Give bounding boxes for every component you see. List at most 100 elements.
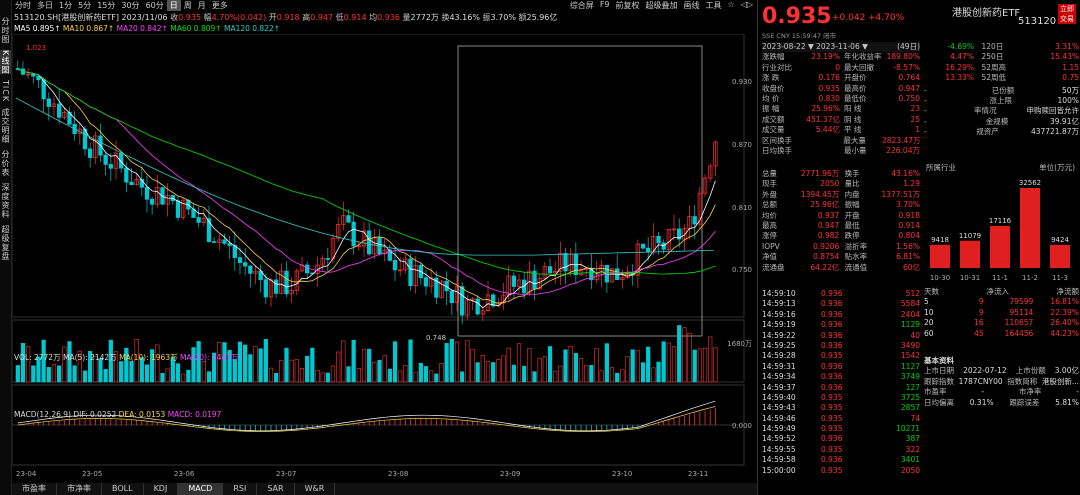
volume-bar: [227, 349, 232, 383]
period-tab-2[interactable]: 1分: [59, 1, 73, 10]
volume-bar: [170, 356, 175, 383]
volume-bar: [113, 351, 119, 383]
volume-bar: [15, 365, 20, 383]
interval-stat-row: 日均换手 最小量 226.04万: [762, 145, 920, 155]
volume-bar: [470, 348, 475, 383]
candle-body: [31, 73, 36, 77]
dea-line: [17, 406, 716, 432]
candle-body: [201, 218, 206, 223]
fund-row: - 金规模 39.91亿: [924, 116, 1079, 126]
left-tab-5[interactable]: 深度资料: [1, 183, 10, 220]
last-price: 0.935: [762, 4, 832, 29]
tool-button-0[interactable]: 综合屏: [569, 1, 594, 10]
period-tab-10[interactable]: 更多: [211, 1, 228, 10]
net-flow-bar: [1050, 244, 1070, 268]
volume-bar: [532, 371, 537, 383]
bar-info-row: 513120.SH[港股创新药ETF] 2023/11/06 收0.935 幅4…: [14, 13, 558, 22]
vol-legend: VOL: 2772万 MA(5): 2142万 MA(10): 1963万 MA…: [14, 353, 239, 362]
candle-body: [25, 73, 31, 76]
period-tab-3[interactable]: 5分: [78, 1, 92, 10]
volume-bar: [62, 346, 67, 383]
indicator-tab-2[interactable]: BOLL: [102, 483, 144, 495]
candle-body: [87, 148, 93, 158]
net-flow-bar: [990, 225, 1010, 268]
volume-bar: [88, 351, 93, 383]
indicator-tab-3[interactable]: KDJ: [144, 483, 179, 495]
candle-body: [372, 237, 377, 255]
trade-button[interactable]: 立即交易: [1058, 4, 1076, 24]
candle-body: [113, 152, 119, 169]
volume-bar: [630, 349, 635, 383]
period-tab-5[interactable]: 30分: [121, 1, 140, 10]
net-flow-date: 10-30: [930, 274, 950, 282]
period-tab-9[interactable]: 月: [197, 1, 206, 10]
left-tab-2[interactable]: TICK: [1, 80, 10, 103]
kline-svg[interactable]: 2023/04/14-2023/11/06(136日)0.9900.9300.8…: [12, 34, 757, 484]
candle-body: [423, 277, 429, 287]
flow-row: 20 16 110657 26.40%: [924, 318, 1079, 328]
volume-bar: [589, 365, 594, 383]
left-tab-3[interactable]: 成交明细: [1, 108, 10, 145]
date-axis-label: 23-08: [388, 470, 408, 478]
left-tab-6[interactable]: 超级复盘: [1, 225, 10, 262]
indicator-tab-1[interactable]: 市净率: [57, 483, 102, 495]
candle-body: [434, 277, 439, 298]
kline-chart-area: 分时 多日 1分 5分 15分 30分 60分日周月更多 综合屏 F9 前复权 超级叠加 画线 工具 ☆…: [12, 0, 757, 495]
tool-button-7[interactable]: ◁▷: [740, 0, 753, 9]
interval-range[interactable]: 2023-08-22 ▼ 2023-11-06 ▼ (49日): [762, 42, 920, 53]
volume-bar: [423, 366, 429, 383]
tool-button-6[interactable]: ☆: [727, 0, 735, 9]
candle-body: [702, 177, 708, 194]
period-toolbar: 分时 多日 1分 5分 15分 30分 60分日周月更多: [12, 0, 757, 11]
tick-row: 14:59:22 0.936 40: [762, 330, 920, 340]
period-tab-7[interactable]: 日: [166, 0, 181, 11]
left-tab-0[interactable]: 分时图: [1, 17, 10, 44]
volume-bar: [36, 356, 41, 383]
volume-bar: [336, 351, 341, 383]
indicator-tab-4[interactable]: MACD: [178, 483, 224, 495]
tool-button-1[interactable]: F9: [599, 0, 610, 9]
period-tab-6[interactable]: 60分: [145, 1, 164, 10]
net-flow-unit: 单位(万元): [1039, 163, 1075, 172]
period-tab-0[interactable]: 分时: [15, 1, 31, 10]
volume-bar: [46, 367, 51, 383]
security-code-right: 513120: [1018, 16, 1057, 27]
volume-bar: [124, 347, 129, 383]
left-tab-1[interactable]: K线图: [0, 50, 11, 75]
period-tab-1[interactable]: 多日: [37, 1, 53, 10]
period-tab-4[interactable]: 15分: [97, 1, 116, 10]
left-tab-4[interactable]: 分价表: [1, 150, 10, 178]
candle-body: [470, 298, 475, 301]
volume-bar: [165, 368, 170, 383]
interval-stat-row: 振 幅 25.96% 阳 线 23: [762, 104, 920, 114]
indicator-tab-6[interactable]: SAR: [257, 483, 295, 495]
candle-body: [609, 268, 615, 283]
candle-body: [93, 135, 98, 158]
candle-body: [165, 195, 170, 205]
vol-axis-label: 1680万: [727, 340, 752, 348]
volume-bar: [666, 342, 671, 383]
date-axis-label: 23-05: [82, 470, 102, 478]
volume-bar: [108, 339, 113, 383]
indicator-tab-7[interactable]: W&R: [295, 483, 336, 495]
tick-row: 14:59:46 0.935 74: [762, 413, 920, 423]
basic-row: 市盈率 - 市净率 -: [924, 387, 1079, 397]
indicator-tab-5[interactable]: RSI: [223, 483, 258, 495]
candle-body: [475, 298, 480, 315]
tool-button-2[interactable]: 前复权: [615, 1, 640, 10]
net-flow-date: 10-31: [960, 274, 980, 282]
volume-bar: [356, 368, 361, 383]
net-flow-table: 天数 净流入 净流额 5 9 79599 16.81% 10 9 95114 22.39% 20 16 1…: [924, 287, 1079, 339]
ma10-label: MA10 0.867↑: [62, 24, 115, 33]
tool-button-5[interactable]: 工具: [705, 1, 722, 10]
volume-bar: [563, 349, 568, 383]
basic-row: 上市日期 2022-07-12 上市份额 3.00亿: [924, 366, 1079, 376]
volume-bar: [222, 342, 227, 383]
net-flow-chart: 所属行业 单位(万元) 9418 10-30 11079 10-31 17116 11-1…: [924, 162, 1079, 287]
candle-body: [139, 179, 144, 188]
tool-button-4[interactable]: 画线: [683, 1, 700, 10]
period-tab-8[interactable]: 周: [183, 1, 192, 10]
indicator-tab-0[interactable]: 市盈率: [12, 483, 57, 495]
tool-button-3[interactable]: 超级叠加: [645, 1, 678, 10]
volume-bar: [465, 340, 470, 383]
